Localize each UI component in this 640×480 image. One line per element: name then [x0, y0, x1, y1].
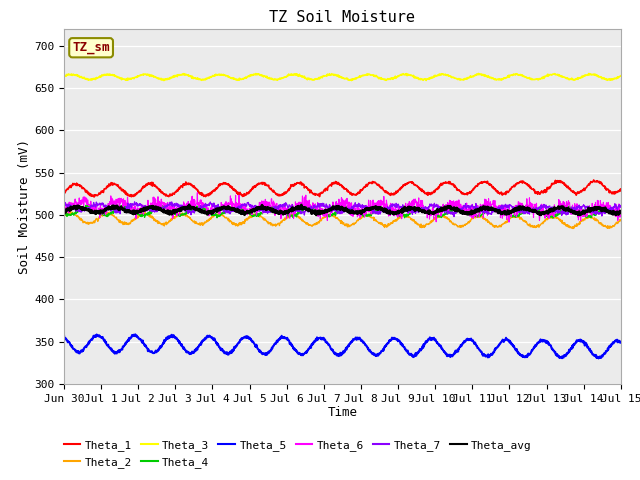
Line: Theta_4: Theta_4 — [64, 204, 621, 218]
Theta_6 — [378, 198, 385, 204]
Theta_7 — [60, 202, 68, 208]
Theta_avg — [378, 206, 385, 212]
Theta_3 — [617, 73, 625, 79]
Theta_avg — [308, 209, 316, 215]
Theta_avg — [312, 212, 320, 218]
Theta_3 — [103, 71, 111, 77]
Theta_2 — [617, 217, 625, 223]
Theta_avg — [297, 205, 305, 211]
Theta_1 — [297, 180, 305, 186]
Text: TZ_sm: TZ_sm — [72, 41, 110, 54]
Theta_5 — [595, 356, 602, 361]
Theta_2 — [297, 215, 305, 221]
Theta_1 — [90, 194, 98, 200]
Theta_7 — [297, 208, 305, 214]
Theta_7 — [103, 204, 111, 210]
Theta_7 — [378, 207, 385, 213]
Theta_3 — [475, 71, 483, 76]
Theta_5 — [617, 339, 625, 345]
Theta_5 — [297, 352, 305, 358]
Theta_3 — [348, 78, 355, 84]
Theta_avg — [186, 202, 193, 208]
Theta_4 — [126, 205, 134, 211]
Theta_4 — [308, 204, 316, 210]
Line: Theta_5: Theta_5 — [64, 335, 621, 359]
Theta_avg — [60, 208, 68, 214]
Line: Theta_2: Theta_2 — [64, 211, 621, 228]
Theta_2 — [378, 220, 385, 226]
Theta_2 — [104, 210, 111, 216]
Theta_7 — [308, 206, 316, 212]
Theta_2 — [60, 214, 68, 219]
Theta_5 — [308, 342, 316, 348]
Theta_4 — [318, 211, 326, 217]
Theta_1 — [590, 177, 598, 183]
Theta_4 — [85, 202, 93, 207]
Theta_2 — [570, 226, 577, 231]
Theta_7 — [318, 201, 326, 206]
Theta_1 — [308, 190, 316, 196]
Theta_7 — [450, 214, 458, 219]
Theta_5 — [126, 336, 134, 342]
Theta_5 — [131, 332, 139, 337]
Theta_2 — [308, 223, 316, 229]
Theta_avg — [103, 205, 111, 211]
Theta_6 — [318, 206, 326, 212]
Theta_6 — [308, 203, 316, 209]
Theta_6 — [193, 190, 201, 195]
Theta_3 — [126, 76, 134, 82]
Line: Theta_7: Theta_7 — [64, 202, 621, 216]
Theta_6 — [505, 219, 513, 225]
Title: TZ Soil Moisture: TZ Soil Moisture — [269, 10, 415, 25]
Legend: Theta_1, Theta_2, Theta_3, Theta_4, Theta_5, Theta_6, Theta_7, Theta_avg: Theta_1, Theta_2, Theta_3, Theta_4, Thet… — [60, 436, 536, 472]
Theta_1 — [378, 185, 385, 191]
Y-axis label: Soil Moisture (mV): Soil Moisture (mV) — [19, 139, 31, 274]
Theta_6 — [103, 204, 111, 210]
Theta_2 — [126, 220, 134, 226]
Theta_6 — [60, 208, 68, 214]
Line: Theta_3: Theta_3 — [64, 73, 621, 81]
Theta_3 — [318, 74, 326, 80]
Theta_avg — [617, 209, 625, 215]
Line: Theta_1: Theta_1 — [64, 180, 621, 197]
Theta_4 — [60, 211, 68, 217]
Line: Theta_6: Theta_6 — [64, 192, 621, 222]
Theta_1 — [126, 192, 134, 198]
Theta_4 — [378, 204, 385, 210]
Theta_7 — [126, 202, 134, 207]
Theta_2 — [67, 208, 74, 214]
Theta_5 — [103, 343, 111, 348]
Theta_5 — [60, 332, 68, 338]
Theta_3 — [378, 75, 385, 81]
Theta_avg — [319, 208, 326, 214]
Theta_1 — [617, 186, 625, 192]
Theta_6 — [297, 199, 305, 205]
Theta_4 — [297, 208, 305, 214]
Theta_4 — [617, 212, 625, 218]
Theta_3 — [296, 73, 304, 79]
Theta_1 — [60, 191, 68, 196]
Theta_3 — [60, 73, 68, 79]
Line: Theta_avg: Theta_avg — [64, 205, 621, 215]
X-axis label: Time: Time — [328, 407, 357, 420]
Theta_7 — [131, 199, 138, 204]
Theta_4 — [549, 215, 557, 221]
Theta_5 — [318, 336, 326, 341]
Theta_4 — [104, 212, 111, 218]
Theta_5 — [378, 348, 385, 354]
Theta_3 — [308, 76, 316, 82]
Theta_7 — [617, 204, 625, 209]
Theta_2 — [318, 215, 326, 221]
Theta_1 — [104, 184, 111, 190]
Theta_6 — [126, 208, 134, 214]
Theta_avg — [126, 209, 134, 215]
Theta_6 — [617, 212, 625, 217]
Theta_1 — [318, 190, 326, 195]
